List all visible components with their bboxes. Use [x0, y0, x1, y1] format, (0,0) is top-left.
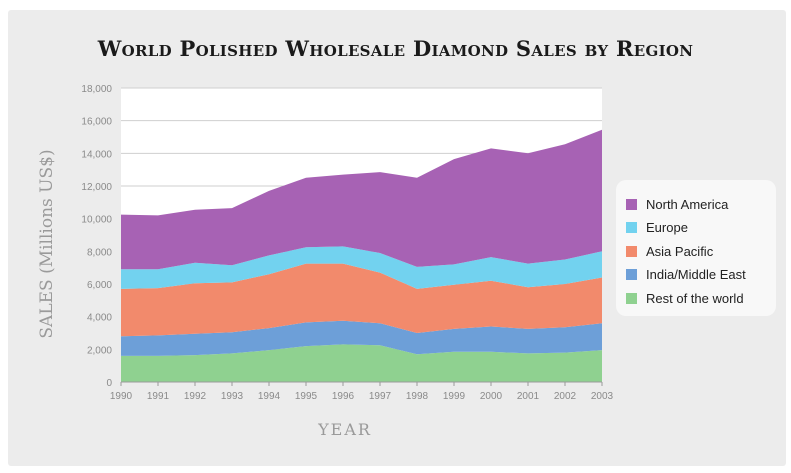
y-tick-label: 12,000 — [81, 182, 112, 193]
area-asia-pacific — [121, 263, 602, 337]
area-north-america — [121, 129, 602, 270]
y-tick-label: 10,000 — [81, 215, 112, 226]
y-tick-label: 4,000 — [87, 313, 112, 324]
legend-label: Europe — [646, 220, 688, 235]
x-tick-label: 1991 — [147, 391, 170, 402]
x-tick-label: 1998 — [406, 391, 429, 402]
x-tick-label: 2001 — [517, 391, 540, 402]
y-tick-label: 6,000 — [87, 280, 112, 291]
legend-swatch — [626, 198, 637, 210]
x-tick-label: 1996 — [332, 391, 355, 402]
x-tick-label: 1990 — [110, 391, 133, 402]
area-europe — [121, 246, 602, 289]
legend-item: North America — [626, 194, 728, 214]
y-tick-label: 14,000 — [81, 149, 112, 160]
legend-swatch — [626, 269, 637, 280]
x-tick-label: 1999 — [443, 391, 466, 402]
x-tick-label: 1995 — [295, 391, 318, 402]
legend-item: Rest of the world — [626, 288, 744, 308]
legend-swatch — [626, 222, 637, 233]
y-tick-label: 8,000 — [87, 247, 112, 258]
legend-label: India/Middle East — [646, 267, 746, 282]
x-tick-label: 1993 — [221, 391, 244, 402]
y-tick-label: 16,000 — [81, 117, 112, 128]
x-axis-label: YEAR — [318, 420, 372, 439]
legend-item: India/Middle East — [626, 265, 746, 285]
y-tick-label: 0 — [106, 378, 112, 389]
legend-label: North America — [646, 196, 729, 212]
y-tick-label: 18,000 — [81, 84, 112, 95]
legend-label: Rest of the world — [646, 290, 744, 306]
x-tick-label: 2000 — [480, 391, 503, 402]
legend-item: Asia Pacific — [626, 241, 713, 261]
chart-title: World Polished Wholesale Diamond Sales b… — [97, 36, 694, 61]
area-india-middle-east — [121, 320, 602, 356]
legend-swatch — [626, 245, 637, 257]
x-tick-label: 2003 — [591, 391, 614, 402]
x-tick-label: 1997 — [369, 391, 392, 402]
area-rest-of-the-world — [121, 344, 602, 382]
legend-item: Europe — [626, 218, 688, 238]
chart-legend: North America Europe Asia Pacific India/Mid… — [616, 180, 776, 316]
y-tick-label: 2,000 — [87, 345, 112, 356]
x-tick-label: 1992 — [184, 391, 207, 402]
x-tick-label: 2002 — [554, 391, 577, 402]
legend-swatch — [626, 292, 637, 304]
legend-label: Asia Pacific — [646, 243, 714, 259]
x-tick-label: 1994 — [258, 391, 281, 402]
